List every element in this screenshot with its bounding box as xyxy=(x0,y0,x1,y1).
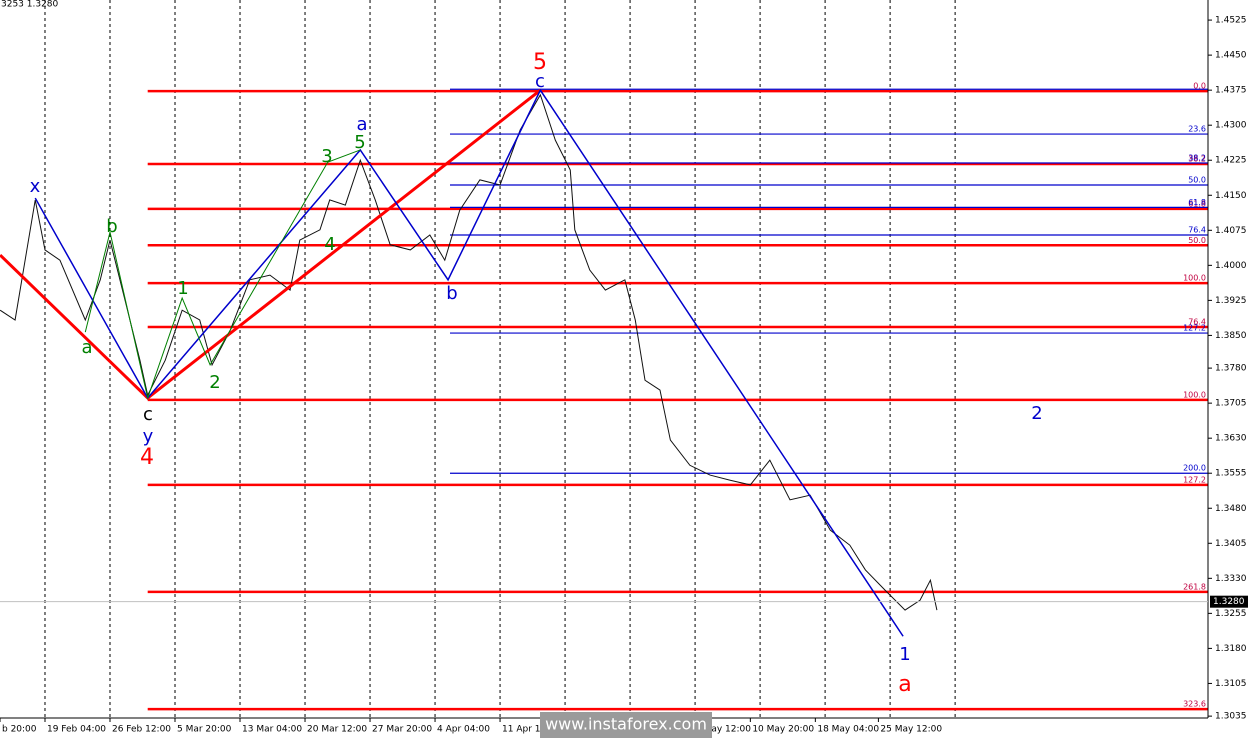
fib-label: 127.2 xyxy=(1183,475,1206,484)
fib-label: 38.2 xyxy=(1188,154,1206,163)
wave-label: a xyxy=(81,337,92,358)
y-tick-label: 1.3780 xyxy=(1215,364,1247,374)
watermark-bg xyxy=(540,712,712,738)
x-tick-label: 27 Mar 20:00 xyxy=(372,725,432,735)
y-tick-label: 1.4450 xyxy=(1215,51,1247,61)
x-tick-label: 25 May 12:00 xyxy=(880,725,942,735)
header: 3253 1.3280 xyxy=(1,0,59,10)
fib-label: 0.0 xyxy=(1193,82,1206,91)
y-tick-label: 1.3850 xyxy=(1215,331,1247,341)
x-tick-label: 5 Mar 20:00 xyxy=(177,725,232,735)
wave-label: 4 xyxy=(324,234,335,255)
wave-line xyxy=(84,149,361,400)
wave-label: b xyxy=(106,216,117,237)
y-tick-label: 1.3255 xyxy=(1215,609,1247,619)
y-tick-label: 1.4225 xyxy=(1215,156,1247,166)
wave-label: c xyxy=(535,71,545,92)
fib-label: 61.8 xyxy=(1188,199,1206,208)
x-tick-label: 20 Mar 12:00 xyxy=(307,725,367,735)
y-tick-label: 1.3105 xyxy=(1215,679,1247,689)
fib-label: 50.0 xyxy=(1188,236,1206,245)
wave-label: x xyxy=(30,176,41,197)
y-tick-label: 1.3480 xyxy=(1215,504,1247,514)
y-tick-label: 1.3035 xyxy=(1215,712,1247,722)
x-tick-label: 4 Apr 04:00 xyxy=(437,725,490,735)
y-tick-label: 1.3330 xyxy=(1215,574,1247,584)
fib-label: 61.8 xyxy=(1188,198,1206,207)
y-tick-label: 1.3925 xyxy=(1215,296,1247,306)
wave-label: b xyxy=(446,283,457,304)
fib-label: 38.2 xyxy=(1188,154,1206,163)
fib-label: 23.6 xyxy=(1188,125,1206,134)
y-tick-label: 1.4150 xyxy=(1215,191,1247,201)
y-tick-label: 1.3705 xyxy=(1215,399,1247,409)
price-line xyxy=(0,93,938,611)
wave-label: 1 xyxy=(177,278,188,299)
wave-label: 5 xyxy=(533,50,547,75)
x-tick-label: 11 Apr 12:00 xyxy=(502,725,561,735)
current-price-box xyxy=(1210,595,1248,608)
wave-label: y xyxy=(143,426,154,447)
y-tick-label: 1.3180 xyxy=(1215,644,1247,654)
fib-label: 76.4 xyxy=(1188,225,1206,234)
wave-label: 1 xyxy=(899,644,910,665)
wave-line xyxy=(34,197,149,399)
x-tick-label: 18 May 04:00 xyxy=(817,725,879,735)
y-tick-label: 1.3405 xyxy=(1215,539,1247,549)
wave-label: 4 xyxy=(140,445,154,470)
wave-label: 5 xyxy=(354,132,365,153)
x-tick-label: 13 Mar 04:00 xyxy=(242,725,302,735)
y-tick-label: 1.4075 xyxy=(1215,226,1247,236)
fib-label: 127.2 xyxy=(1183,324,1206,333)
wave-label: 3 xyxy=(321,146,332,167)
wave-label: a xyxy=(356,114,367,135)
fib-label: 100.0 xyxy=(1183,390,1206,399)
wave-line xyxy=(147,88,904,637)
fib-label: 76.4 xyxy=(1188,318,1206,327)
wave-label: c xyxy=(143,404,153,425)
y-tick-label: 1.3630 xyxy=(1215,434,1247,444)
y-tick-label: 1.4000 xyxy=(1215,261,1247,271)
fib-label: 100.0 xyxy=(1183,274,1206,283)
wave-label: a xyxy=(898,672,911,697)
y-tick-label: 1.4375 xyxy=(1215,86,1247,96)
y-tick-label: 1.4525 xyxy=(1215,16,1247,26)
current-price-label: 1.3280 xyxy=(1213,597,1245,607)
y-tick-label: 1.4300 xyxy=(1215,121,1247,131)
y-tick-label: 1.3555 xyxy=(1215,469,1247,479)
fib-label: 50.0 xyxy=(1188,175,1206,184)
x-tick-label: b 20:00 xyxy=(2,725,37,735)
watermark: www.instaforex.com xyxy=(545,715,707,734)
wave-label: 2 xyxy=(209,372,220,393)
fib-label: 261.8 xyxy=(1183,582,1206,591)
fib-label: 200.0 xyxy=(1183,464,1206,473)
x-tick-label: 10 May 20:00 xyxy=(752,725,814,735)
x-tick-label: May 12:00 xyxy=(704,725,752,735)
x-tick-label: 26 Feb 12:00 xyxy=(112,725,171,735)
x-tick-label: 19 Feb 04:00 xyxy=(47,725,106,735)
fib-label: 323.6 xyxy=(1183,700,1206,709)
wave-label: 2 xyxy=(1031,403,1042,424)
